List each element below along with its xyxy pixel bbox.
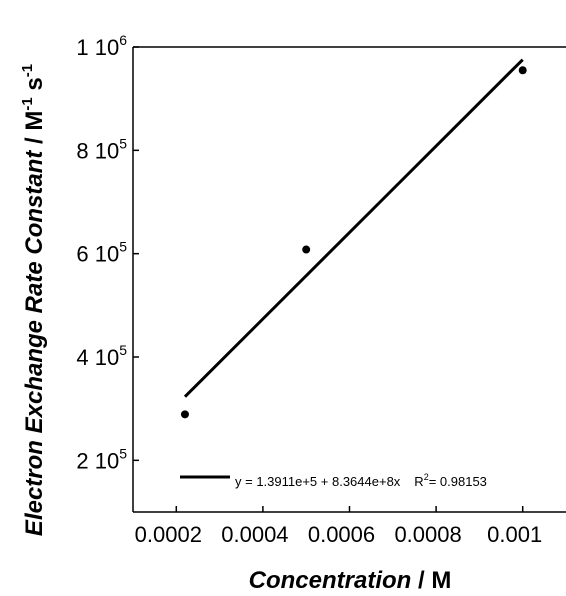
y-tick-label-exp: 5 — [119, 445, 127, 461]
y-tick-label-base: 2 10 — [76, 448, 119, 473]
y-tick-label-exp: 5 — [119, 342, 127, 358]
y-axis-title-italic: Electron Exchange Rate Constant — [21, 150, 48, 536]
y-tick-label: 2 105 — [76, 445, 127, 473]
y-tick-label-exp: 6 — [119, 32, 127, 48]
data-point — [302, 245, 311, 254]
y-tick-label: 4 105 — [76, 342, 127, 370]
y-axis-title: Electron Exchange Rate Constant / M-1 s-… — [19, 64, 48, 536]
y-axis-title-exp: -1 — [19, 64, 36, 77]
x-tick-label: 0.0004 — [221, 522, 288, 547]
y-axis-title-unit: / M — [21, 111, 48, 151]
x-tick-label: 0.0008 — [394, 522, 461, 547]
y-tick-label-exp: 5 — [119, 135, 127, 151]
fit-line — [183, 58, 524, 398]
r-value: = 0.98153 — [429, 474, 487, 489]
x-tick-label: 0.0002 — [135, 522, 202, 547]
y-tick-label-base: 6 10 — [76, 242, 119, 267]
x-axis-title-unit: / M — [411, 567, 451, 594]
r-exp: 2 — [424, 472, 429, 482]
r-label: R — [414, 474, 423, 489]
y-axis-title-s: s — [21, 77, 48, 97]
legend-text: y = 1.3911e+5 + 8.3644e+8x R2= 0.98153 — [235, 472, 487, 489]
data-point — [518, 66, 527, 75]
y-tick-label: 8 105 — [76, 135, 127, 163]
x-axis-title-italic: Concentration — [249, 567, 412, 594]
y-tick-label: 1 106 — [76, 32, 127, 60]
y-tick-label-base: 1 10 — [76, 35, 119, 60]
fit-equation: y = 1.3911e+5 + 8.3644e+8x — [235, 474, 401, 489]
x-axis-title: Concentration / M — [249, 567, 452, 594]
data-point — [180, 410, 189, 419]
y-tick-label: 6 105 — [76, 239, 127, 267]
y-tick-label-base: 8 10 — [76, 138, 119, 163]
y-tick-label-exp: 5 — [119, 239, 127, 255]
y-axis-title-exp: -1 — [19, 97, 36, 110]
x-tick-label: 0.0006 — [308, 522, 375, 547]
x-tick-label: 0.001 — [487, 522, 542, 547]
y-tick-label-base: 4 10 — [76, 345, 119, 370]
